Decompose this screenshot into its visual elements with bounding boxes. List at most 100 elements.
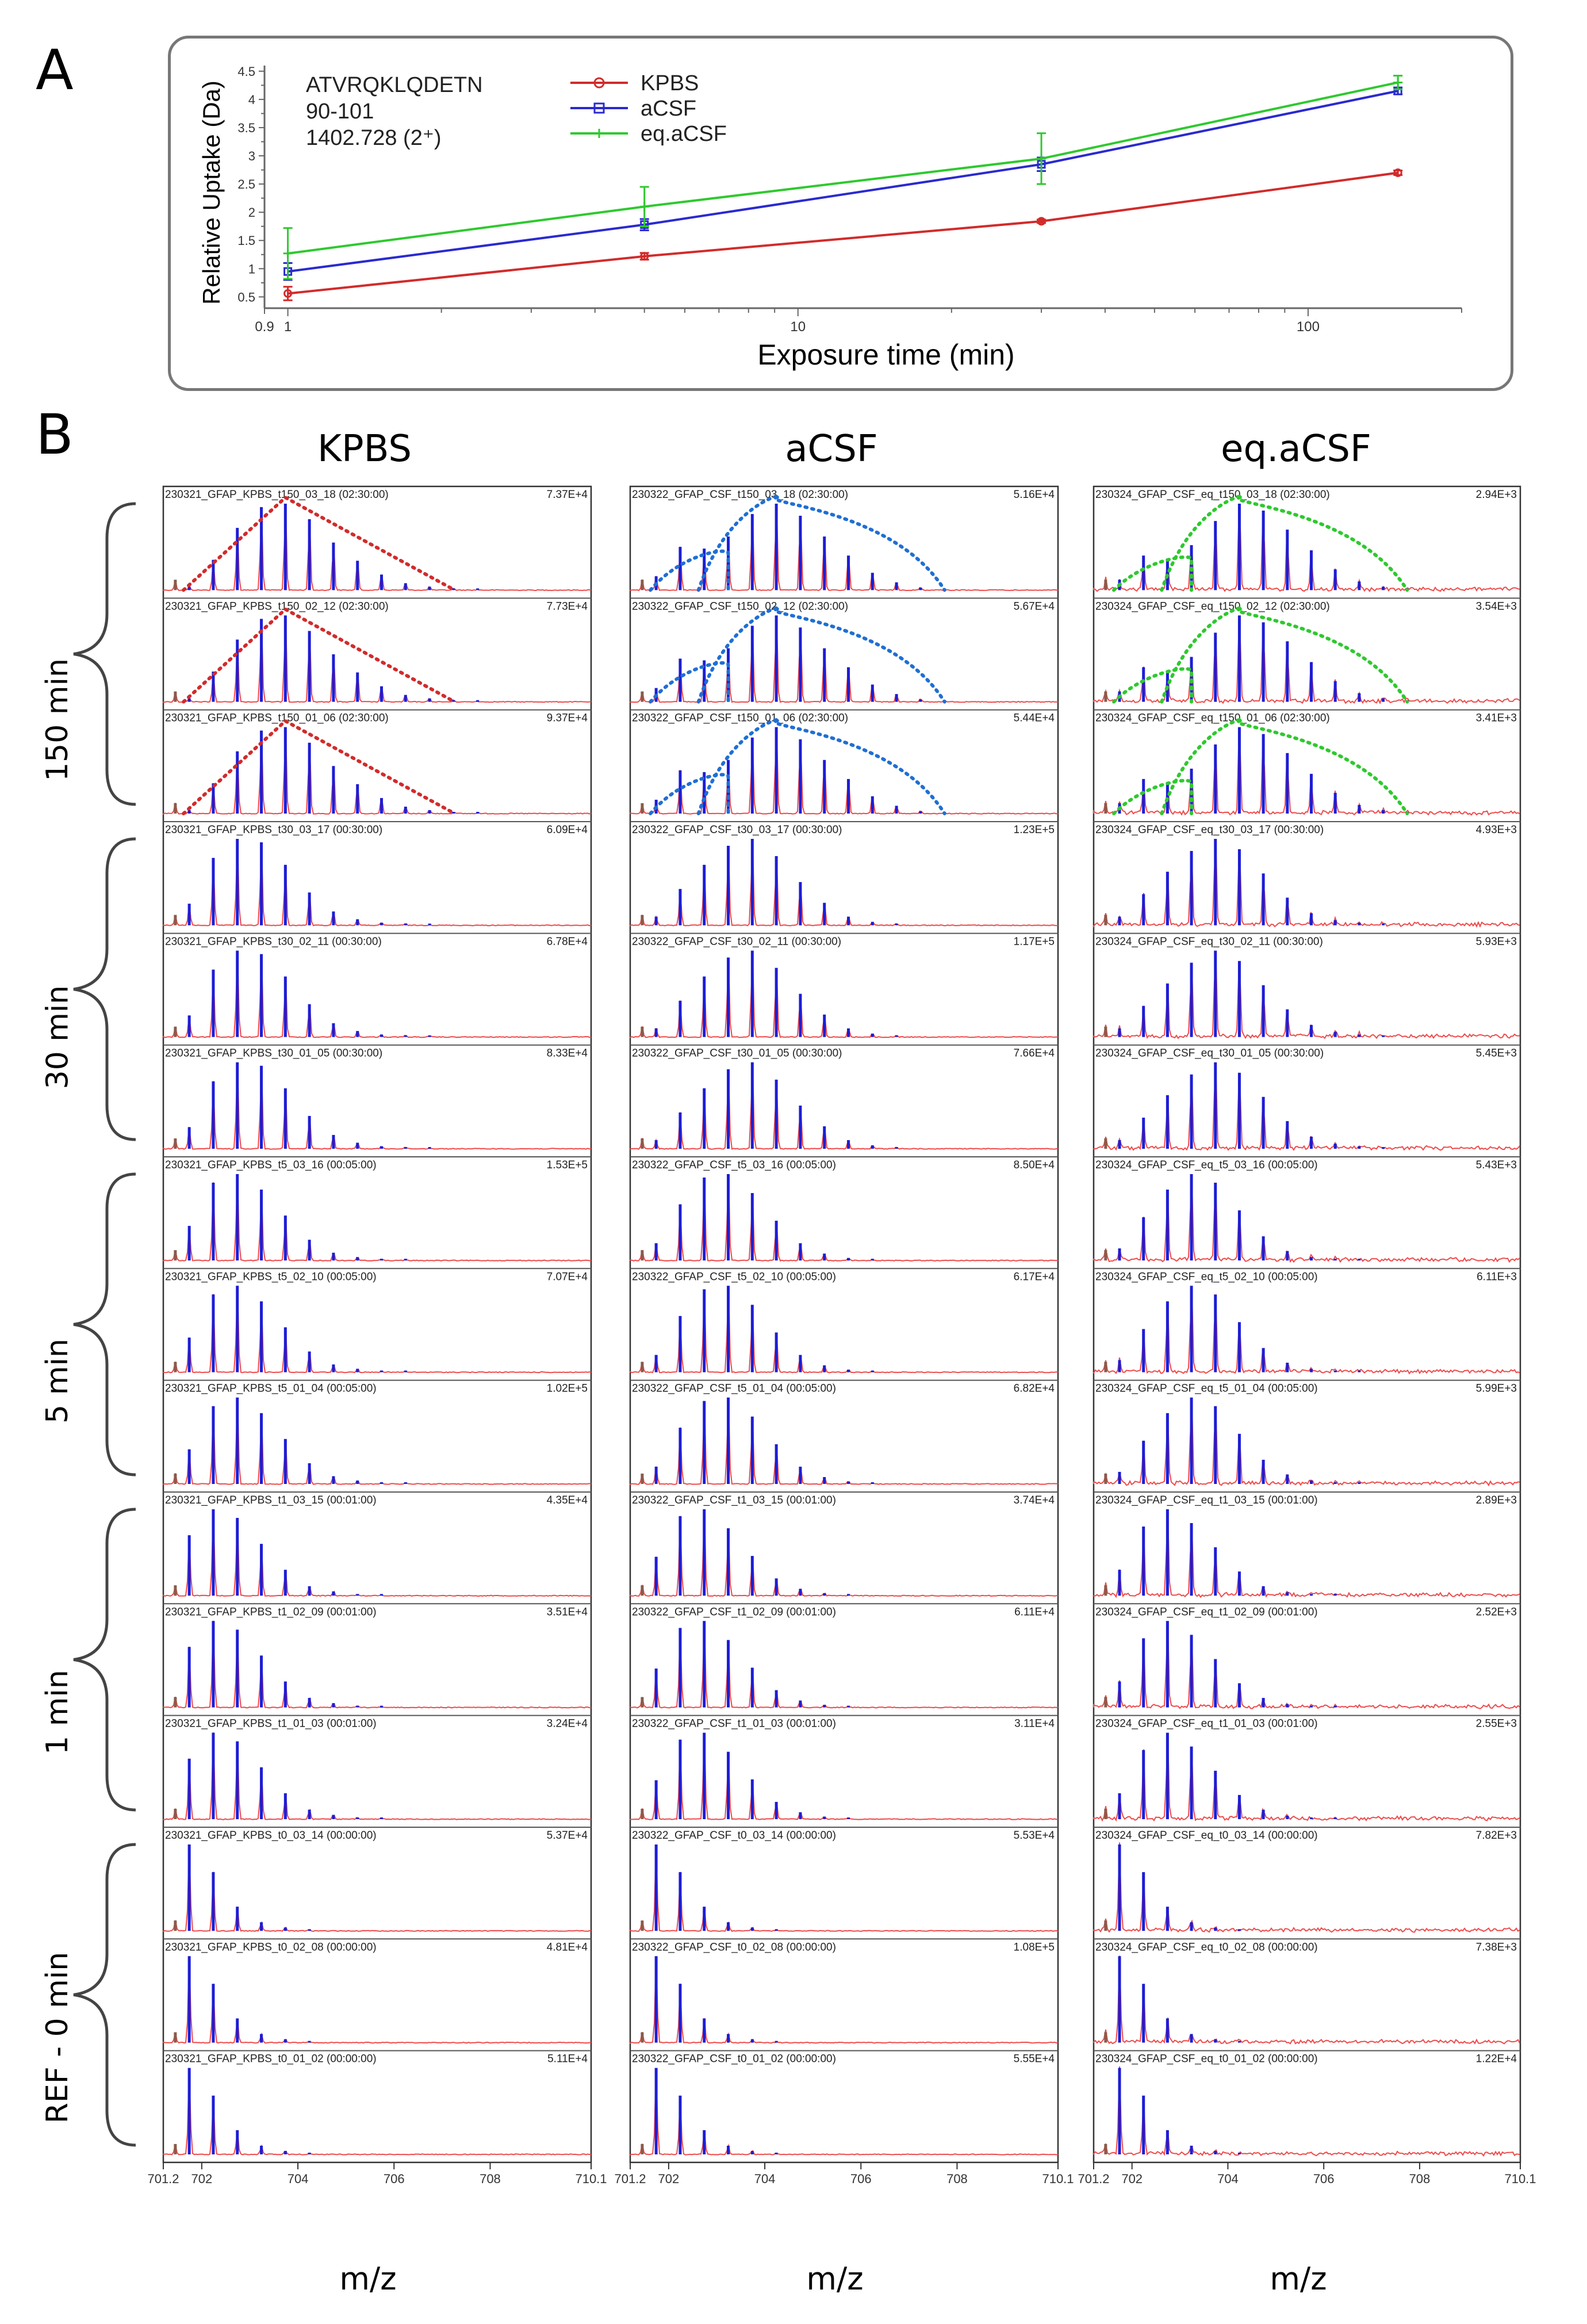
spectrum-trace: [1093, 853, 1520, 928]
spectrum-trace: [1093, 2066, 1520, 2157]
spectrum-trace: [163, 2068, 592, 2156]
spectrum-intensity: 5.93E+3: [1476, 935, 1517, 948]
y-tick-label: 1: [248, 262, 255, 276]
spectrum-intensity: 5.67E+4: [1014, 600, 1055, 612]
mz-tick-label: 704: [754, 2172, 776, 2186]
spectrum-name: 230321_GFAP_KPBS_t5_03_16 (00:05:00): [165, 1159, 377, 1171]
spectrum-row: 230324_GFAP_CSF_eq_t1_02_09 (00:01:00) 2.…: [1093, 1603, 1520, 1709]
spectrum-row: 230321_GFAP_KPBS_t5_01_04 (00:05:00) 1.02…: [163, 1379, 592, 1485]
spectrum-intensity: 5.99E+3: [1476, 1383, 1517, 1395]
spectrum-row: 230322_GFAP_CSF_t5_01_04 (00:05:00) 6.82E…: [630, 1379, 1059, 1486]
spectrum-intensity: 5.53E+4: [1014, 1830, 1055, 1842]
spectrum-row: 230322_GFAP_CSF_t30_01_05 (00:30:00) 7.66…: [630, 1044, 1059, 1150]
spectrum-trace: [163, 1956, 592, 2044]
spectrum-row: 230322_GFAP_CSF_t0_03_14 (00:00:00) 5.53E…: [630, 1826, 1059, 1932]
mz-tick-label: 710.1: [575, 2172, 607, 2186]
spectrum-row: 230322_GFAP_CSF_t5_02_10 (00:05:00) 6.17E…: [630, 1268, 1059, 1374]
spectrum-intensity: 3.54E+3: [1476, 600, 1517, 612]
spectrum-row: 230324_GFAP_CSF_eq_t30_01_05 (00:30:00) 5…: [1093, 1044, 1520, 1151]
spectrum-name: 230321_GFAP_KPBS_t30_03_17 (00:30:00): [165, 824, 382, 836]
spectrum-intensity: 7.82E+3: [1476, 1830, 1517, 1842]
mz-tick-label: 706: [1313, 2172, 1335, 2186]
isotope-envelope: [696, 494, 946, 592]
spectrum-name: 230324_GFAP_CSF_eq_t5_03_16 (00:05:00): [1095, 1159, 1318, 1171]
spectrum-intensity: 8.50E+4: [1014, 1159, 1055, 1171]
spectrum-trace: [630, 1956, 1059, 2044]
column-title-kpbs: KPBS: [317, 428, 412, 470]
spectrum-intensity: 5.37E+4: [547, 1830, 588, 1842]
spectrum-name: 230322_GFAP_CSF_t1_01_03 (00:01:00): [632, 1718, 836, 1730]
spectrum-intensity: 2.94E+3: [1476, 489, 1517, 501]
spectrum-intensity: 6.78E+4: [547, 935, 588, 948]
spectrum-name: 230322_GFAP_CSF_t0_03_14 (00:00:00): [632, 1830, 836, 1842]
spectrum-row: 230321_GFAP_KPBS_t1_01_03 (00:01:00) 3.24…: [163, 1715, 592, 1820]
isotope-envelope: [182, 495, 457, 592]
spectrum-name: 230322_GFAP_CSF_t30_03_17 (00:30:00): [632, 824, 842, 836]
spectrum-trace: [630, 1844, 1059, 1932]
spectrum-trace: [163, 1620, 592, 1709]
spectrum-trace: [630, 1067, 1059, 1150]
series-eq-acsf: [283, 75, 1403, 280]
spectrum-name: 230324_GFAP_CSF_eq_t0_01_02 (00:00:00): [1095, 2053, 1318, 2065]
spectrum-intensity: 9.37E+4: [547, 712, 588, 724]
mz-axis-label-eq-acsf: m/z: [1270, 2261, 1327, 2297]
spectrum-name: 230324_GFAP_CSF_eq_t30_01_05 (00:30:00): [1095, 1048, 1324, 1060]
isotope-envelope: [1160, 605, 1409, 704]
isotope-envelope: [182, 607, 457, 704]
row-label-1-min: 1 min: [40, 1670, 75, 1755]
x-tick-label: 1: [284, 319, 292, 335]
panel-a-letter: A: [36, 38, 74, 102]
group-bracket: [73, 502, 136, 806]
spectrum-row: 230321_GFAP_KPBS_t150_02_12 (02:30:00) 7.…: [163, 597, 592, 704]
spectrum-row: 230322_GFAP_CSF_t0_02_08 (00:00:00) 1.08E…: [630, 1938, 1059, 2044]
panel-a-frame: [168, 36, 1513, 391]
isotope-envelope: [649, 773, 730, 815]
series-line: [288, 90, 1398, 273]
isotope-envelope: [1112, 555, 1194, 592]
spectrum-row: 230321_GFAP_KPBS_t1_03_15 (00:01:00) 4.35…: [163, 1491, 592, 1597]
spectrum-intensity: 7.38E+3: [1476, 1941, 1517, 1953]
row-label-5-min: 5 min: [40, 1339, 75, 1424]
panel-b-letter: B: [36, 402, 74, 467]
spectrum-trace: [163, 951, 592, 1038]
legend-label: KPBS: [641, 71, 699, 95]
spectrum-intensity: 6.09E+4: [547, 824, 588, 836]
spectrum-row: 230321_GFAP_KPBS_t30_01_05 (00:30:00) 8.3…: [163, 1044, 592, 1150]
mz-tick-label: 704: [288, 2172, 309, 2186]
series-line: [288, 81, 1398, 255]
spectrum-trace: [1093, 523, 1520, 593]
spectrum-name: 230322_GFAP_CSF_t5_03_16 (00:05:00): [632, 1159, 836, 1171]
y-tick-label: 4.5: [237, 64, 255, 79]
spectrum-name: 230322_GFAP_CSF_t30_01_05 (00:30:00): [632, 1048, 842, 1060]
spectrum-name: 230321_GFAP_KPBS_t30_02_11 (00:30:00): [165, 935, 382, 948]
spectrum-row: 230322_GFAP_CSF_t30_03_17 (00:30:00) 1.23…: [630, 820, 1059, 927]
spectrum-row: 230322_GFAP_CSF_t150_03_18 (02:30:00) 5.1…: [630, 489, 1059, 592]
spectrum-intensity: 3.41E+3: [1476, 712, 1517, 724]
spectrum-row: 230324_GFAP_CSF_eq_t150_03_18 (02:30:00)…: [1093, 489, 1520, 593]
spectrum-trace: [163, 1398, 592, 1485]
spectrum-trace: [163, 1732, 592, 1820]
data-point: [283, 248, 293, 258]
x-axis-label: Exposure time (min): [757, 339, 1014, 371]
y-tick-label: 0.5: [237, 290, 255, 304]
series-kpbs: [283, 168, 1403, 301]
spectrum-intensity: 5.16E+4: [1014, 489, 1055, 501]
y-axis-label: Relative Uptake (Da): [198, 80, 225, 305]
spectrum-trace: [1093, 1624, 1520, 1709]
mz-axis-label-acsf: m/z: [806, 2261, 864, 2297]
spectra-column-acsf: 230322_GFAP_CSF_t150_03_18 (02:30:00) 5.1…: [614, 485, 1074, 2186]
data-point: [1037, 217, 1046, 226]
spectrum-trace: [1093, 1079, 1520, 1151]
spectrum-trace: [1093, 746, 1520, 816]
spectrum-name: 230324_GFAP_CSF_eq_t0_02_08 (00:00:00): [1095, 1941, 1318, 1953]
spectrum-intensity: 7.07E+4: [547, 1271, 588, 1283]
spectrum-trace: [163, 839, 592, 927]
spectrum-row: 230322_GFAP_CSF_t1_03_15 (00:01:00) 3.74E…: [630, 1491, 1059, 1597]
spectrum-trace: [163, 1286, 592, 1374]
peptide-info-line: 1402.728 (2⁺): [306, 126, 442, 150]
mz-tick-label: 708: [480, 2172, 501, 2186]
spectra-column-eq-acsf: 230324_GFAP_CSF_eq_t150_03_18 (02:30:00)…: [1078, 485, 1536, 2186]
mz-tick-label: 710.1: [1042, 2172, 1074, 2186]
data-point: [283, 289, 293, 298]
